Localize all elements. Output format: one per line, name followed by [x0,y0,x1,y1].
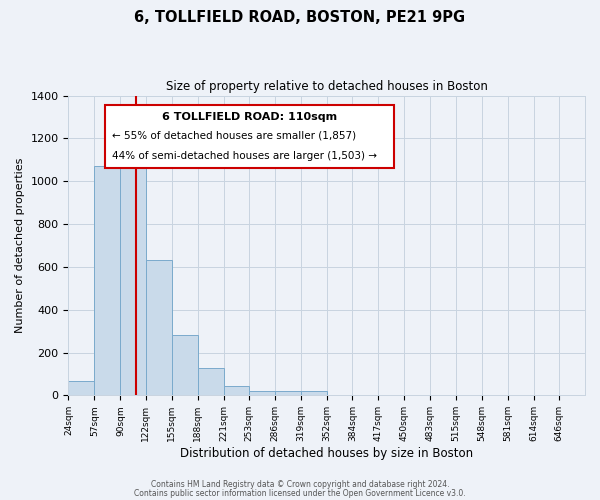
FancyBboxPatch shape [104,104,394,168]
Bar [249,391,275,396]
Text: 6, TOLLFIELD ROAD, BOSTON, PE21 9PG: 6, TOLLFIELD ROAD, BOSTON, PE21 9PG [134,10,466,25]
Bar [146,260,172,396]
Bar [301,391,327,396]
Bar [198,368,224,396]
Text: 6 TOLLFIELD ROAD: 110sqm: 6 TOLLFIELD ROAD: 110sqm [161,112,337,122]
Y-axis label: Number of detached properties: Number of detached properties [15,158,25,333]
Bar [68,382,94,396]
Title: Size of property relative to detached houses in Boston: Size of property relative to detached ho… [166,80,488,93]
Bar [275,391,301,396]
Bar [121,148,146,396]
Text: Contains public sector information licensed under the Open Government Licence v3: Contains public sector information licen… [134,488,466,498]
X-axis label: Distribution of detached houses by size in Boston: Distribution of detached houses by size … [180,447,473,460]
Bar [94,166,121,396]
Text: ← 55% of detached houses are smaller (1,857): ← 55% of detached houses are smaller (1,… [112,130,356,140]
Text: Contains HM Land Registry data © Crown copyright and database right 2024.: Contains HM Land Registry data © Crown c… [151,480,449,489]
Bar [172,336,198,396]
Text: 44% of semi-detached houses are larger (1,503) →: 44% of semi-detached houses are larger (… [112,151,377,161]
Bar [224,386,249,396]
